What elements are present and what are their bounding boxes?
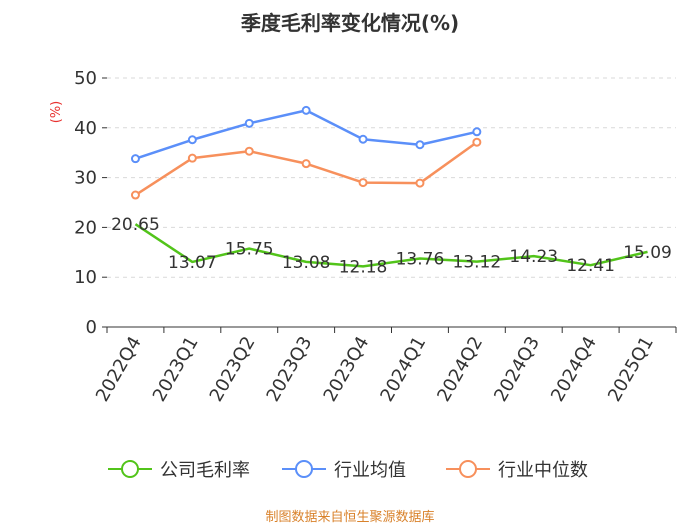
x-tick-label: 2024Q2 bbox=[433, 333, 487, 405]
legend-item-2: 行业中位数 bbox=[446, 460, 588, 481]
data-label: 15.09 bbox=[623, 243, 672, 263]
data-labels: 20.65 13.07 15.75 13.08 12.18 13.76 13.12 14.23… bbox=[111, 215, 672, 277]
y-tick-label: 40 bbox=[74, 118, 97, 139]
data-point bbox=[472, 127, 482, 137]
data-point bbox=[187, 153, 197, 163]
data-point bbox=[301, 105, 311, 115]
y-tick-label: 50 bbox=[74, 68, 97, 89]
gridlines bbox=[107, 77, 676, 278]
data-point bbox=[244, 146, 254, 156]
legend-marker bbox=[459, 460, 477, 478]
series-line-0 bbox=[134, 223, 648, 268]
legend-label: 行业均值 bbox=[334, 460, 406, 481]
legend-label: 行业中位数 bbox=[498, 460, 588, 481]
x-tick-label: 2024Q3 bbox=[490, 333, 544, 405]
data-point bbox=[415, 140, 425, 150]
legend-marker bbox=[121, 460, 139, 478]
data-label: 13.76 bbox=[396, 249, 445, 269]
data-label: 12.41 bbox=[566, 256, 615, 276]
data-point bbox=[130, 154, 140, 164]
x-tick-label: 2023Q4 bbox=[319, 333, 373, 405]
legend-item-0: 公司毛利率 bbox=[108, 460, 250, 481]
data-point bbox=[187, 135, 197, 145]
x-axis bbox=[106, 326, 677, 333]
legend-marker bbox=[295, 460, 313, 478]
x-axis-ticks: 2022Q4 2023Q1 2023Q2 2023Q3 2023Q4 2024Q1 2024… bbox=[92, 333, 658, 405]
series-line-2 bbox=[134, 141, 478, 197]
x-tick-label: 2024Q1 bbox=[376, 333, 430, 405]
data-label: 20.65 bbox=[111, 215, 160, 235]
chart-title: 季度毛利率变化情况(%) bbox=[240, 11, 459, 35]
series-line-1 bbox=[135, 109, 478, 160]
data-label: 13.08 bbox=[282, 253, 331, 273]
data-point bbox=[472, 137, 482, 147]
legend: 公司毛利率 行业均值 行业中位数 bbox=[108, 460, 588, 481]
data-label: 14.23 bbox=[509, 247, 558, 267]
y-tick-label: 10 bbox=[74, 267, 97, 288]
x-tick-label: 2023Q2 bbox=[206, 333, 260, 405]
data-point bbox=[415, 178, 425, 188]
y-axis-ticks: 0 10 20 30 40 50 bbox=[74, 68, 107, 338]
y-tick-label: 20 bbox=[74, 217, 97, 238]
legend-item-1: 行业均值 bbox=[282, 460, 406, 481]
y-axis-unit-label: (%) bbox=[49, 101, 64, 124]
y-tick-label: 30 bbox=[74, 168, 97, 189]
data-point bbox=[358, 178, 368, 188]
data-label: 15.75 bbox=[225, 240, 274, 260]
data-point bbox=[358, 134, 368, 144]
data-point bbox=[130, 190, 140, 200]
data-point bbox=[244, 118, 254, 128]
series-lines bbox=[130, 105, 648, 268]
x-tick-label: 2025Q1 bbox=[604, 333, 658, 405]
x-tick-label: 2024Q4 bbox=[547, 333, 601, 405]
x-tick-label: 2023Q1 bbox=[149, 333, 203, 405]
source-note: 制图数据来自恒生聚源数据库 bbox=[265, 509, 434, 525]
data-label: 13.12 bbox=[453, 253, 502, 273]
y-tick-label: 0 bbox=[86, 317, 97, 338]
data-point bbox=[301, 159, 311, 169]
x-tick-label: 2023Q3 bbox=[263, 333, 317, 405]
legend-label: 公司毛利率 bbox=[160, 460, 250, 481]
data-label: 12.18 bbox=[339, 257, 388, 277]
data-label: 13.07 bbox=[168, 253, 217, 273]
x-tick-label: 2022Q4 bbox=[92, 333, 146, 405]
